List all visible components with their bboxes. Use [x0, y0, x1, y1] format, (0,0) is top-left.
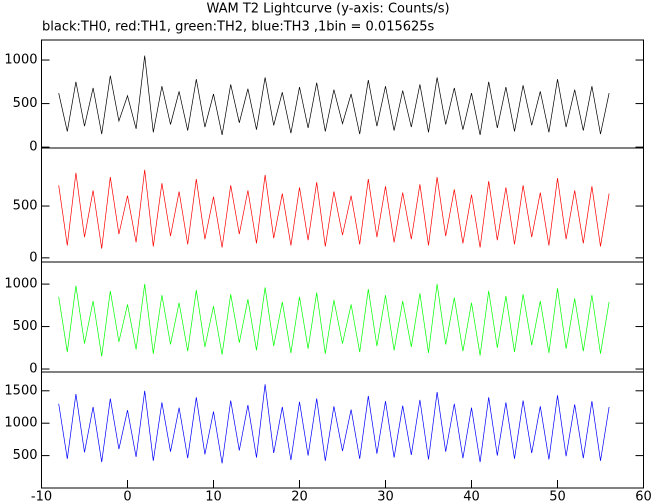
y-tick-label: 500: [13, 96, 38, 111]
light-curve: [58, 169, 610, 249]
panel-frame: [41, 147, 644, 263]
y-tick-label: 1000: [4, 416, 37, 431]
x-tick-label: 30: [377, 490, 394, 504]
y-tick-label: 0: [29, 362, 37, 377]
x-tick-label: 60: [635, 490, 652, 504]
y-tick-label: 1000: [4, 277, 37, 292]
y-tick-label: 0: [29, 140, 37, 155]
y-tick-label: 500: [13, 448, 38, 463]
panel-frame: [41, 39, 644, 149]
y-tick-label: 1000: [4, 53, 37, 68]
x-tick-label: 50: [549, 490, 566, 504]
y-tick-label: 500: [13, 319, 38, 334]
light-curve: [58, 284, 610, 357]
light-curve: [58, 55, 610, 136]
light-curve: [58, 384, 610, 464]
y-tick-label: 0: [29, 250, 37, 265]
panel-frame: [41, 261, 644, 373]
x-tick-label: 20: [291, 490, 308, 504]
chart-title: WAM T2 Lightcurve (y-axis: Counts/s): [206, 2, 449, 17]
chart-subtitle: black:TH0, red:TH1, green:TH2, blue:TH3 …: [42, 20, 435, 35]
x-tick-label: 40: [463, 490, 480, 504]
y-tick-label: 1500: [4, 383, 37, 398]
x-tick-label: 0: [123, 490, 131, 504]
x-tick-label: 10: [205, 490, 222, 504]
x-tick-label: -10: [31, 490, 52, 504]
panel-frame: [41, 371, 644, 489]
y-tick-label: 500: [13, 199, 38, 214]
